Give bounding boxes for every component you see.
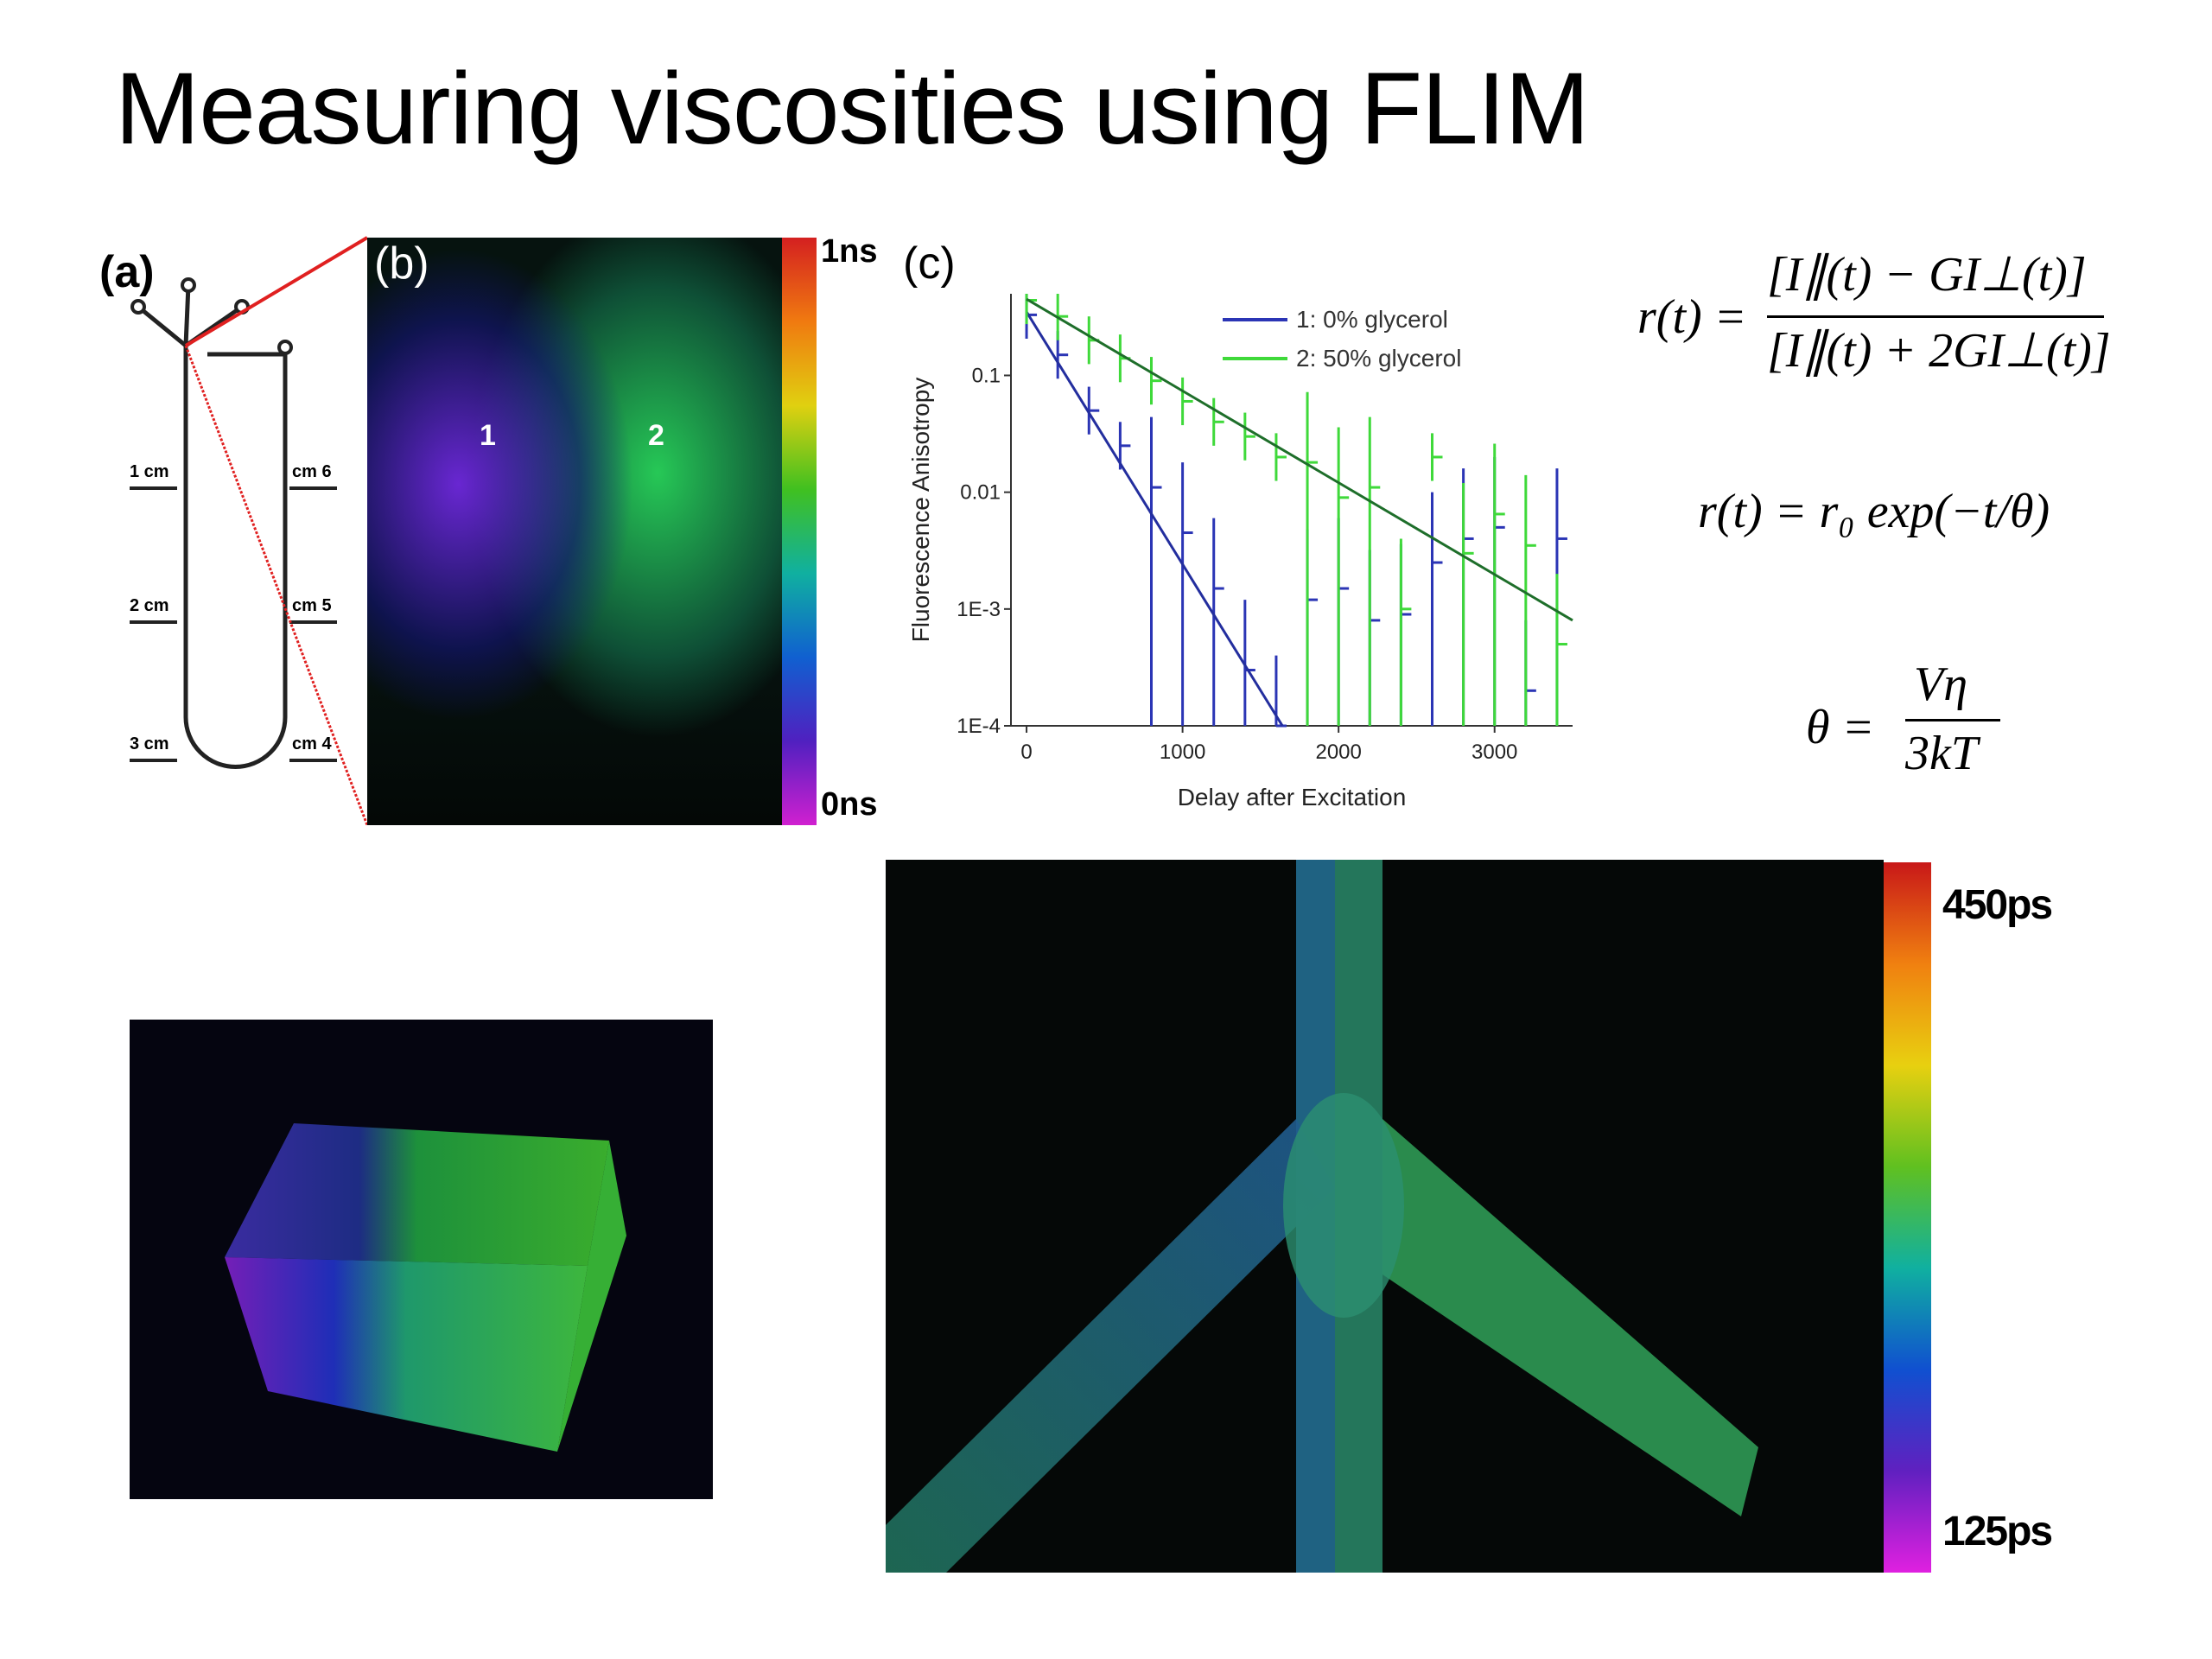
colorbar-b-top-label: 1ns <box>821 233 878 270</box>
panel-b-image: (b) 1 2 <box>367 238 782 825</box>
x-tick-label: 3000 <box>1471 741 1517 764</box>
panel-a-label: (a) <box>99 247 155 297</box>
eq1-lhs: r(t) = <box>1637 290 1747 344</box>
fit-line <box>1025 311 1284 727</box>
left-mark-1: 1 cm <box>130 462 169 481</box>
x-tick-label: 2000 <box>1315 741 1361 764</box>
channel-schematic: (a) 1 cm 2 cm 3 cm <box>99 247 337 769</box>
panel-a: (a) 1 cm 2 cm 3 cm <box>95 233 372 838</box>
x-tick-label: 0 <box>1020 741 1032 764</box>
region-label-2: 2 <box>648 419 664 452</box>
right-mark-2: cm 5 <box>292 596 332 615</box>
eq1-fraction-bar <box>1767 315 2104 318</box>
y-tick-label: 0.1 <box>972 364 1001 387</box>
right-mark-3: cm 4 <box>292 734 332 753</box>
cube-render-image <box>130 1020 713 1499</box>
slide-title: Measuring viscosities using FLIM <box>115 52 1590 166</box>
right-mark-1: cm 6 <box>292 462 332 481</box>
channel-junction-graphic <box>886 860 1758 1573</box>
colorbar-flim <box>1884 862 1931 1573</box>
left-mark-3: 3 cm <box>130 734 169 753</box>
colorbar-flim-top-label: 450ps <box>1942 882 2053 928</box>
eq3-fraction-bar <box>1905 719 2000 721</box>
y-tick-label: 0.01 <box>960 481 1001 505</box>
equation-decay: r(t) = r₀ exp(−t/θ) <box>1698 485 2050 538</box>
y-tick-label: 1E-4 <box>957 715 1001 738</box>
panel-b-label: (b) <box>374 238 429 289</box>
fit-line <box>1026 297 1573 622</box>
equation-theta: θ = Vη 3kT <box>1806 657 2031 786</box>
anisotropy-chart: 0 1000 2000 3000 1E-4 1E-3 0.01 0.1 Delay after … <box>907 294 1573 810</box>
left-mark-2: 2 cm <box>130 596 169 615</box>
eq3-numerator: Vη <box>1914 658 1967 711</box>
equation-anisotropy: r(t) = [I∥(t) − GI⊥(t)] [I∥(t) + 2GI⊥(t)… <box>1637 246 2121 393</box>
legend-label: 2: 50% glycerol <box>1296 345 1461 372</box>
region-label-1: 1 <box>480 419 496 452</box>
series-2 <box>1025 294 1573 726</box>
eq1-numerator: [I∥(t) − GI⊥(t)] <box>1767 248 2087 302</box>
x-axis-label: Delay after Excitation <box>1178 784 1407 810</box>
y-axis-label: Fluorescence Anisotropy <box>907 378 934 643</box>
legend-label: 1: 0% glycerol <box>1296 306 1448 333</box>
y-tick-label: 1E-3 <box>957 598 1001 621</box>
eq1-denominator: [I∥(t) + 2GI⊥(t)] <box>1767 324 2111 378</box>
colorbar-b-bottom-label: 0ns <box>821 786 878 823</box>
colorbar-b <box>782 238 817 825</box>
panel-c-label: (c) <box>903 238 956 289</box>
cube-graphic <box>225 1123 626 1452</box>
colorbar-flim-bottom-label: 125ps <box>1942 1509 2053 1554</box>
x-tick-label: 1000 <box>1160 741 1205 764</box>
eq3-denominator: 3kT <box>1905 727 1978 780</box>
eq3-lhs: θ = <box>1806 701 1875 754</box>
flim-channel-image <box>886 860 1884 1573</box>
